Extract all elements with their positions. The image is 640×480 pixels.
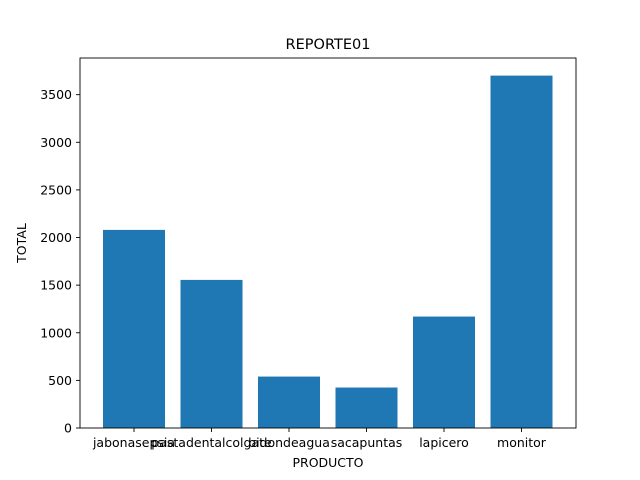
bar-pastadentalcolgate: [180, 279, 243, 428]
x-tick-label: monitor: [497, 435, 547, 450]
bar-jabonasepsia: [103, 229, 165, 428]
y-axis-label: TOTAL: [14, 223, 29, 264]
y-tick-label: 3000: [40, 135, 72, 150]
x-tick-label: lapicero: [419, 435, 469, 450]
bar-bidondeagua: [258, 376, 320, 428]
bar-lapicero: [413, 316, 475, 428]
x-axis: jabonasepsiapastadentalcolgatebidondeagu…: [92, 428, 547, 450]
y-tick-label: 1500: [40, 278, 72, 293]
x-axis-label: PRODUCTO: [292, 455, 363, 470]
y-tick-label: 3500: [40, 87, 72, 102]
bars-group: [103, 75, 553, 428]
y-tick-label: 1000: [40, 325, 72, 340]
chart-title: REPORTE01: [286, 37, 371, 53]
y-tick-label: 2000: [40, 230, 72, 245]
x-tick-label: jabonasepsia: [92, 435, 175, 450]
y-axis: 0 500 1000 1500 2000 2500 3000 3500: [40, 87, 80, 436]
y-tick-label: 0: [64, 421, 72, 436]
x-tick-label: pastadentalcolgate: [151, 435, 272, 450]
plot-frame: [79, 57, 577, 429]
bar-monitor: [490, 75, 553, 428]
bar-sacapuntas: [335, 387, 398, 428]
y-tick-label: 500: [48, 373, 72, 388]
x-tick-label: sacapuntas: [331, 435, 403, 450]
x-tick-label: bidondeagua: [248, 435, 330, 450]
y-tick-label: 2500: [40, 182, 72, 197]
